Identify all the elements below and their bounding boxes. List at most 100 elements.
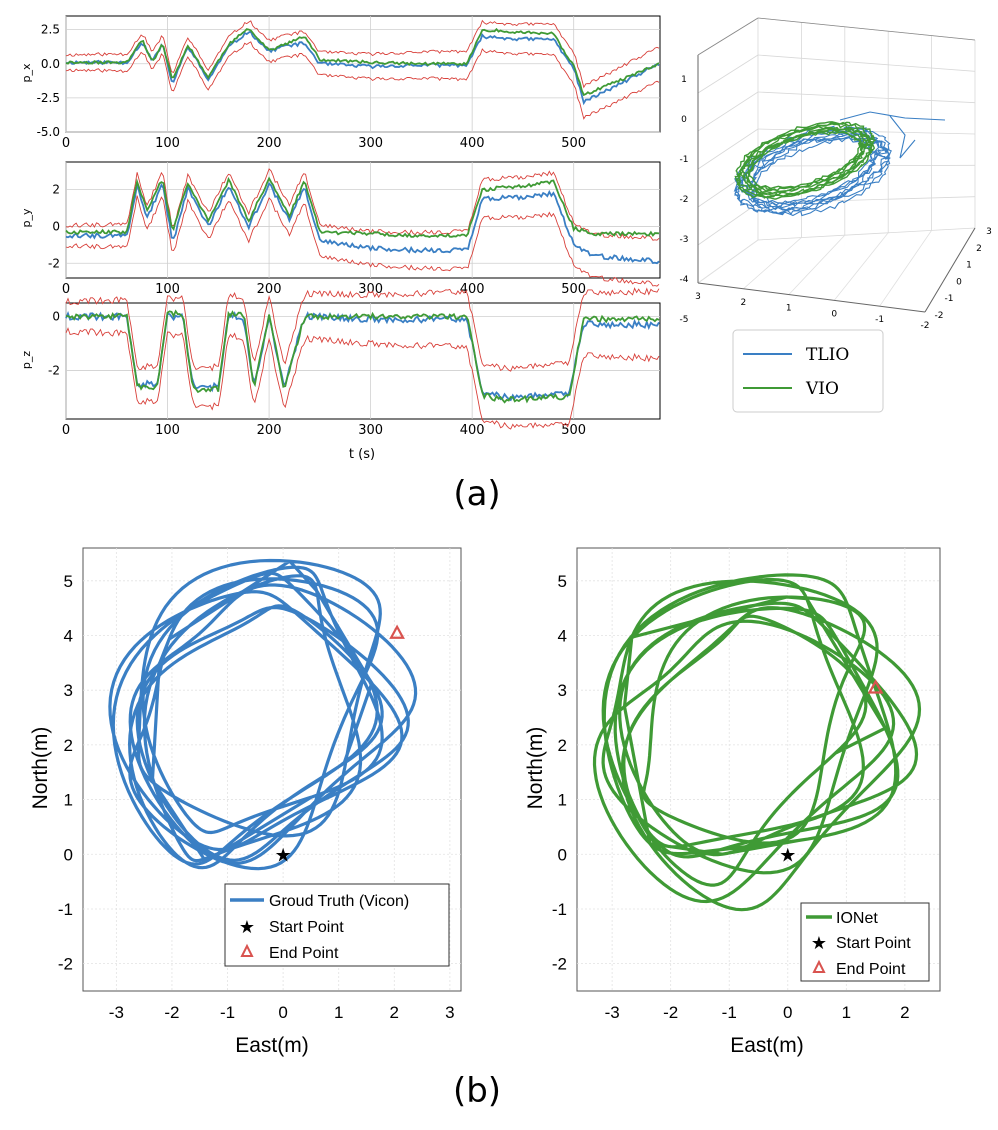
x-tick-label: 400 <box>460 282 485 297</box>
x-tick-3d: 3 <box>695 292 701 302</box>
legend-3d-frame <box>732 329 884 413</box>
z-tick-3d: -4 <box>680 275 689 285</box>
x-tick-label: 500 <box>561 423 586 438</box>
legend-b-left-star-icon: ★ <box>239 917 255 938</box>
legend-b-right: IONet ★ Start Point End Point <box>800 902 930 982</box>
y-tick-label: 3 <box>558 681 567 700</box>
grid-3d-floor <box>788 234 846 295</box>
z-tick-3d: -1 <box>680 155 689 165</box>
b-right-xlabel: East(m) <box>730 1034 804 1057</box>
sigma-bound-upper <box>65 19 660 89</box>
grid-3d-back <box>757 227 976 241</box>
grid-3d-left <box>697 128 759 170</box>
caption-b: (b) <box>453 1071 501 1111</box>
y-tick-label: 4 <box>558 627 567 646</box>
y-tick-label: 0 <box>64 845 73 864</box>
y-tick-label: 1 <box>64 791 73 810</box>
series-vio <box>65 176 660 239</box>
grid-3d-left <box>697 91 759 132</box>
sigma-bound-lower <box>65 41 660 120</box>
sigma-bound-lower <box>65 327 660 430</box>
y-tick-label: 5 <box>64 572 73 591</box>
axis-3d-y <box>924 227 976 313</box>
caption-a: (a) <box>453 474 500 514</box>
plot-frame <box>65 161 661 279</box>
y-tick-label: 2 <box>558 736 567 755</box>
legend-3d-label-vio: VIO <box>805 379 839 399</box>
x-tick-3d: -1 <box>875 315 884 325</box>
x-tick-label: 100 <box>155 423 180 438</box>
axis-3d-back-top <box>757 17 976 41</box>
x-tick-label: 100 <box>155 282 180 297</box>
x-tick-label: 400 <box>460 423 485 438</box>
grid-3d-floor <box>697 239 759 284</box>
end-point-marker <box>867 679 884 694</box>
trajectory-path <box>108 558 418 871</box>
traj-3d-vio <box>734 121 877 200</box>
y-tick-3d: 0 <box>956 277 962 287</box>
z-tick-3d: -5 <box>680 315 689 325</box>
y-tick-label: -5.0 <box>37 125 60 139</box>
plot-frame <box>65 302 661 420</box>
grid-3d-back <box>757 91 976 104</box>
plot-frame <box>65 15 661 133</box>
subplot-pz: 0 100 200 300 400 500 0 -2 <box>48 287 661 438</box>
x-tick-3d: 2 <box>741 298 747 308</box>
b-left-ylabel: North(m) <box>29 727 52 810</box>
x-tick-label: 0 <box>62 136 70 151</box>
x-tick-label: 0 <box>62 282 70 297</box>
legend-b-right-triangle-icon <box>812 959 826 973</box>
y-tick-label: 2.5 <box>41 23 60 37</box>
grid-3d-back <box>757 164 976 167</box>
legend-b-right-label-ionet: IONet <box>836 910 878 927</box>
x-tick-label: -2 <box>663 1003 678 1022</box>
y-tick-label: 1 <box>558 791 567 810</box>
series-vio <box>65 309 660 404</box>
y-tick-label: -2 <box>48 363 60 377</box>
x-tick-label: 500 <box>561 136 586 151</box>
y-tick-label: -2 <box>58 955 73 974</box>
y-tick-label: -2.5 <box>37 91 60 105</box>
x-tick-label: 300 <box>358 423 383 438</box>
y-tick-label: -1 <box>552 900 567 919</box>
sigma-bound-upper <box>65 287 660 372</box>
x-tick-3d: -2 <box>921 321 930 331</box>
legend-b-left-frame <box>224 883 450 967</box>
y-tick-label: 2 <box>64 736 73 755</box>
x-tick-label: -2 <box>164 1003 179 1022</box>
y-tick-3d: 3 <box>986 227 992 237</box>
x-tick-label: 0 <box>62 423 70 438</box>
legend-3d-label-tlio: TLIO <box>806 345 849 365</box>
legend-b-left: Groud Truth (Vicon) ★ Start Point End Po… <box>224 883 450 967</box>
panel-a-xlabel: t (s) <box>349 447 375 462</box>
y-tick-label: -2 <box>48 256 60 270</box>
x-tick-label: -1 <box>722 1003 737 1022</box>
legend-b-left-label-end: End Point <box>269 945 339 962</box>
z-tick-3d: -3 <box>680 235 689 245</box>
x-tick-label: 1 <box>334 1003 343 1022</box>
y-tick-label: 0.0 <box>41 57 60 71</box>
x-tick-label: 500 <box>561 282 586 297</box>
grid-3d-floor <box>833 232 889 301</box>
x-tick-label: 0 <box>783 1003 792 1022</box>
y-tick-label: -1 <box>58 900 73 919</box>
subplot-px: 0 100 200 300 400 500 2.5 0.0 -2.5 -5.0 <box>37 15 661 151</box>
axis-3d-top <box>697 17 759 56</box>
x-tick-3d: 0 <box>831 309 837 319</box>
sigma-bound-lower <box>65 195 660 287</box>
y-tick-3d: 1 <box>966 261 972 271</box>
x-tick-label: 200 <box>257 423 282 438</box>
z-tick-3d: 1 <box>681 75 687 85</box>
y-tick-label: 0 <box>52 309 60 323</box>
x-tick-label: 1 <box>842 1003 851 1022</box>
x-tick-label: 200 <box>257 136 282 151</box>
x-tick-label: 400 <box>460 136 485 151</box>
legend-b-right-label-start: Start Point <box>836 935 911 952</box>
grid-3d-left <box>697 202 759 246</box>
y-tick-label: 2 <box>52 183 60 197</box>
z-tick-3d: -2 <box>680 195 689 205</box>
y-tick-3d: -2 <box>935 311 944 321</box>
axis-3d-x <box>697 282 926 313</box>
